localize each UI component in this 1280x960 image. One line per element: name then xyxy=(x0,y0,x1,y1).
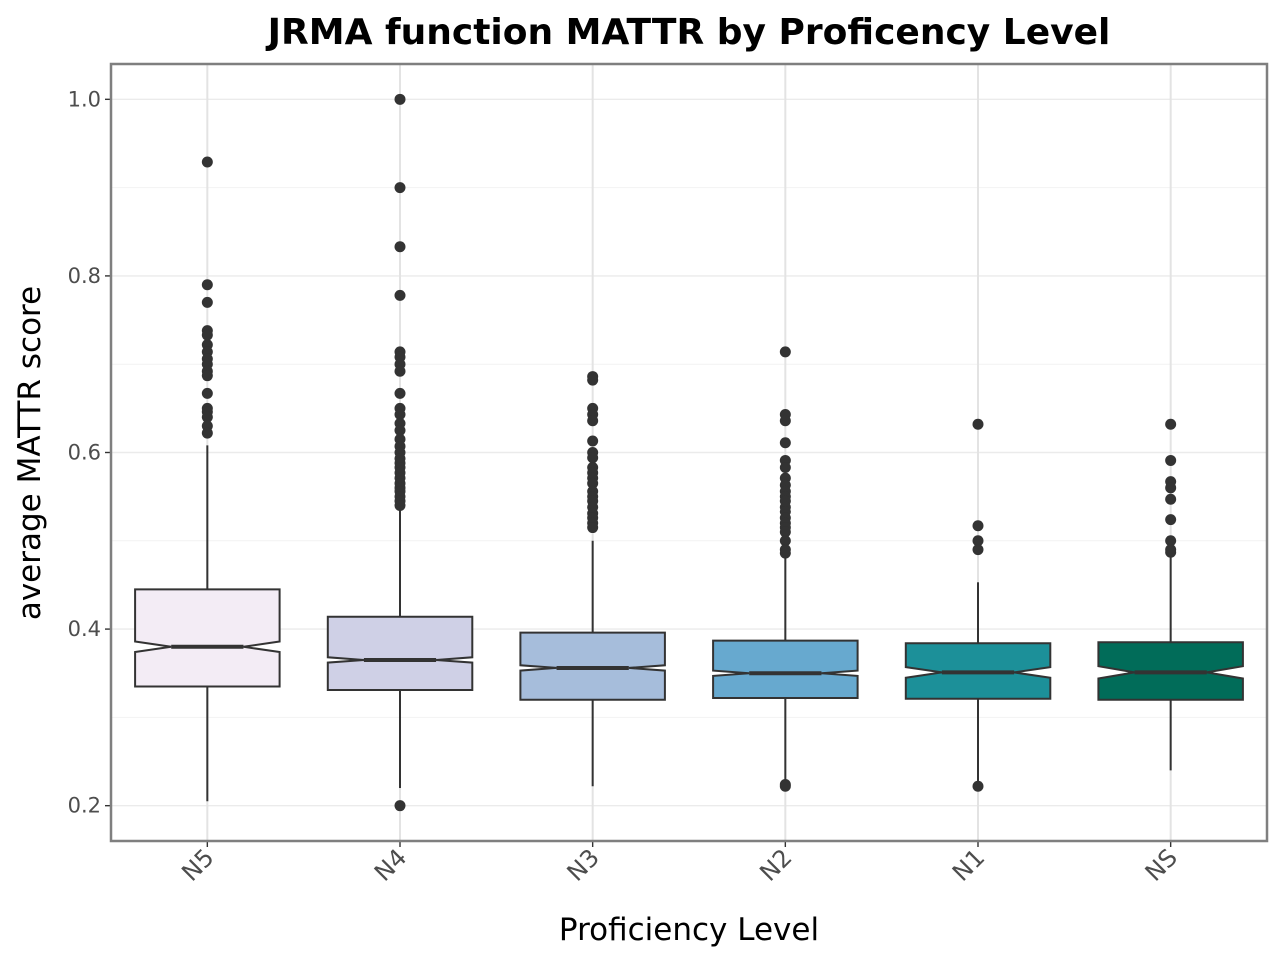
outlier-point xyxy=(201,427,213,439)
outlier-point xyxy=(1165,418,1177,430)
plot-border xyxy=(109,62,1269,843)
outlier-point xyxy=(779,437,791,449)
outlier-point xyxy=(779,462,791,474)
outlier-point xyxy=(394,93,406,105)
outlier-point xyxy=(201,279,213,291)
outlier-point xyxy=(587,435,599,447)
box-N5 xyxy=(134,588,281,688)
outlier-point xyxy=(201,370,213,382)
outlier-point xyxy=(394,499,406,511)
outlier-point xyxy=(587,477,599,489)
outlier-point xyxy=(394,182,406,194)
outlier-point xyxy=(972,418,984,430)
outlier-point xyxy=(587,522,599,534)
outlier-point xyxy=(394,365,406,377)
outlier-point xyxy=(394,241,406,253)
outlier-point xyxy=(394,800,406,812)
y-axis-title: average MATTR score xyxy=(12,286,48,620)
outlier-point xyxy=(201,329,213,341)
outlier-point xyxy=(1165,493,1177,505)
outlier-point xyxy=(394,289,406,301)
y-tick-label: 0.4 xyxy=(68,617,101,641)
outlier-point xyxy=(201,156,213,168)
y-tick-label: 0.6 xyxy=(68,441,101,465)
y-tick-label: 1.0 xyxy=(68,87,101,111)
x-axis-title: Proficiency Level xyxy=(559,912,819,948)
outlier-point xyxy=(201,296,213,308)
outlier-point xyxy=(972,535,984,547)
outlier-point xyxy=(972,544,984,556)
outlier-point xyxy=(1165,535,1177,547)
outlier-point xyxy=(1165,546,1177,558)
box-N2 xyxy=(712,639,859,699)
outlier-point xyxy=(587,415,599,427)
chart-title: JRMA function MATTR by Proficency Level xyxy=(265,12,1111,53)
outlier-point xyxy=(779,535,791,547)
box-N4 xyxy=(326,615,474,691)
outlier-point xyxy=(779,415,791,427)
outlier-point xyxy=(394,387,406,399)
outlier-point xyxy=(1165,514,1177,526)
outlier-point xyxy=(394,409,406,421)
outlier-point xyxy=(779,346,791,358)
y-tick-label: 0.8 xyxy=(68,264,101,288)
outlier-point xyxy=(972,520,984,532)
outlier-point xyxy=(587,374,599,386)
outlier-point xyxy=(779,780,791,792)
outlier-point xyxy=(201,411,213,423)
outlier-point xyxy=(201,387,213,399)
outlier-point xyxy=(779,547,791,559)
plot-area: 0.20.40.60.81.0N5 N4 N3 N2 N1 NS xyxy=(68,62,1269,887)
outlier-point xyxy=(1165,454,1177,466)
outlier-point xyxy=(1165,482,1177,494)
outlier-point xyxy=(587,452,599,464)
outlier-point xyxy=(394,424,406,436)
y-tick-label: 0.2 xyxy=(68,794,101,818)
outlier-point xyxy=(779,526,791,538)
outlier-point xyxy=(972,780,984,792)
